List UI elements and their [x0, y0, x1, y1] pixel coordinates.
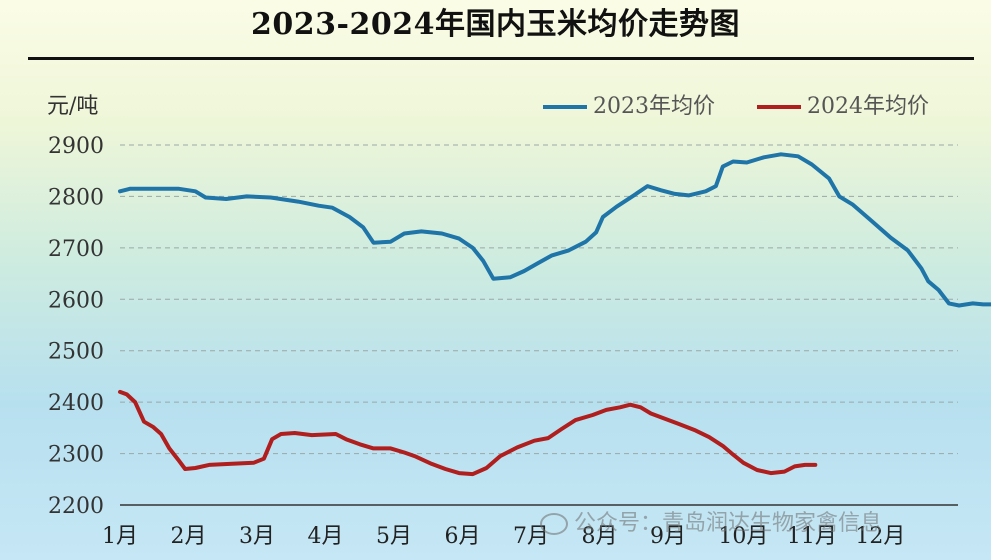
y-tick-label: 2600	[48, 288, 104, 313]
y-tick-label: 2500	[48, 340, 104, 365]
y-tick-label: 2900	[48, 134, 104, 159]
y-tick-label: 2200	[48, 494, 104, 519]
legend-label-2023: 2023年均价	[593, 94, 715, 119]
grid-lines	[120, 144, 958, 455]
legend-swatch-2024	[757, 105, 801, 109]
wechat-icon	[540, 513, 568, 535]
x-tick-label: 1月	[102, 524, 138, 549]
x-axis-ticks: 1月 2月 3月 4月 5月 6月 7月 8月 9月 10月 11月 12月	[102, 524, 905, 549]
legend-label-2024: 2024年均价	[807, 94, 929, 119]
legend-item-2024: 2024年均价	[757, 88, 929, 120]
y-tick-label: 2400	[48, 391, 104, 416]
x-tick-label: 12月	[855, 524, 905, 549]
x-tick-label: 2月	[171, 524, 207, 549]
legend-item-2023: 2023年均价	[543, 88, 715, 120]
series-lines	[118, 152, 991, 477]
y-tick-label: 2700	[48, 237, 104, 262]
x-tick-label: 10月	[718, 524, 768, 549]
title-divider	[28, 57, 974, 60]
x-tick-label: 3月	[239, 524, 275, 549]
x-tick-label: 8月	[582, 524, 618, 549]
watermark-text: 公众号：青岛润达生物家禽信息	[574, 511, 883, 536]
x-tick-label: 11月	[787, 524, 837, 549]
y-axis-ticks: 2200 2300 2400 2500 2600 2700 2800 2900	[48, 134, 104, 519]
x-tick-label: 6月	[445, 524, 481, 549]
y-tick-label: 2300	[48, 443, 104, 468]
x-tick-label: 5月	[376, 524, 412, 549]
y-axis-unit-label: 元/吨	[47, 94, 99, 119]
series-line-2023	[118, 152, 991, 308]
chart-title: 2023-2024年国内玉米均价走势图	[251, 7, 740, 42]
series-line-2024	[118, 389, 818, 477]
y-tick-label: 2800	[48, 185, 104, 210]
x-tick-label: 4月	[308, 524, 344, 549]
x-tick-label: 9月	[650, 524, 686, 549]
legend-swatch-2023	[543, 105, 587, 109]
watermark: 公众号：青岛润达生物家禽信息	[540, 505, 882, 537]
